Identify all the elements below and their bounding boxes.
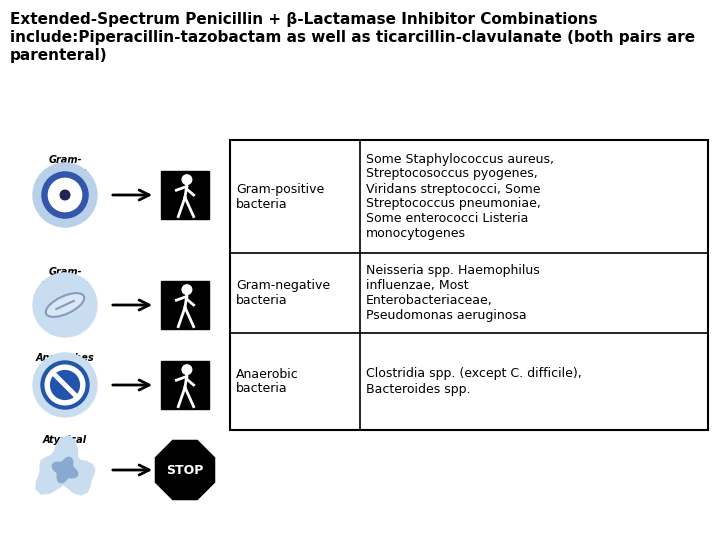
Circle shape (60, 190, 70, 200)
Text: Gram-
positive: Gram- positive (43, 155, 87, 177)
Circle shape (45, 365, 85, 405)
Text: Some Staphylococcus aureus,
Streptocosoccus pyogenes,
Viridans streptococci, Som: Some Staphylococcus aureus, Streptocosoc… (366, 152, 554, 240)
Polygon shape (156, 441, 215, 500)
Text: parenteral): parenteral) (10, 48, 107, 63)
Text: Clostridia spp. (except C. difficile),
Bacteroides spp.: Clostridia spp. (except C. difficile), B… (366, 368, 582, 395)
Text: Gram-positive
bacteria: Gram-positive bacteria (236, 183, 324, 211)
Circle shape (182, 285, 192, 294)
Circle shape (33, 163, 97, 227)
Circle shape (42, 172, 88, 218)
Bar (230, 140, 708, 430)
Text: STOP: STOP (166, 463, 204, 476)
Circle shape (182, 175, 192, 185)
Bar (161, 361, 209, 409)
Circle shape (33, 273, 97, 337)
Text: Gram-
negative: Gram- negative (41, 267, 89, 288)
Text: Atypical: Atypical (43, 435, 87, 445)
Text: Neisseria spp. Haemophilus
influenzae, Most
Enterobacteriaceae,
Pseudomonas aeru: Neisseria spp. Haemophilus influenzae, M… (366, 264, 540, 322)
Bar (161, 171, 209, 219)
Circle shape (41, 361, 89, 409)
Circle shape (182, 365, 192, 374)
Circle shape (48, 178, 81, 212)
Ellipse shape (46, 293, 84, 317)
Circle shape (50, 370, 79, 400)
Text: Anaerobes: Anaerobes (36, 353, 94, 363)
Text: Gram-negative
bacteria: Gram-negative bacteria (236, 279, 330, 307)
Polygon shape (36, 436, 95, 495)
Text: Anaerobic
bacteria: Anaerobic bacteria (236, 368, 299, 395)
Polygon shape (53, 457, 78, 483)
Text: Extended-Spectrum Penicillin + β-Lactamase Inhibitor Combinations: Extended-Spectrum Penicillin + β-Lactama… (10, 12, 598, 27)
Circle shape (33, 353, 97, 417)
Text: include:Piperacillin-tazobactam as well as ticarcillin-clavulanate (both pairs a: include:Piperacillin-tazobactam as well … (10, 30, 695, 45)
Bar (161, 281, 209, 329)
